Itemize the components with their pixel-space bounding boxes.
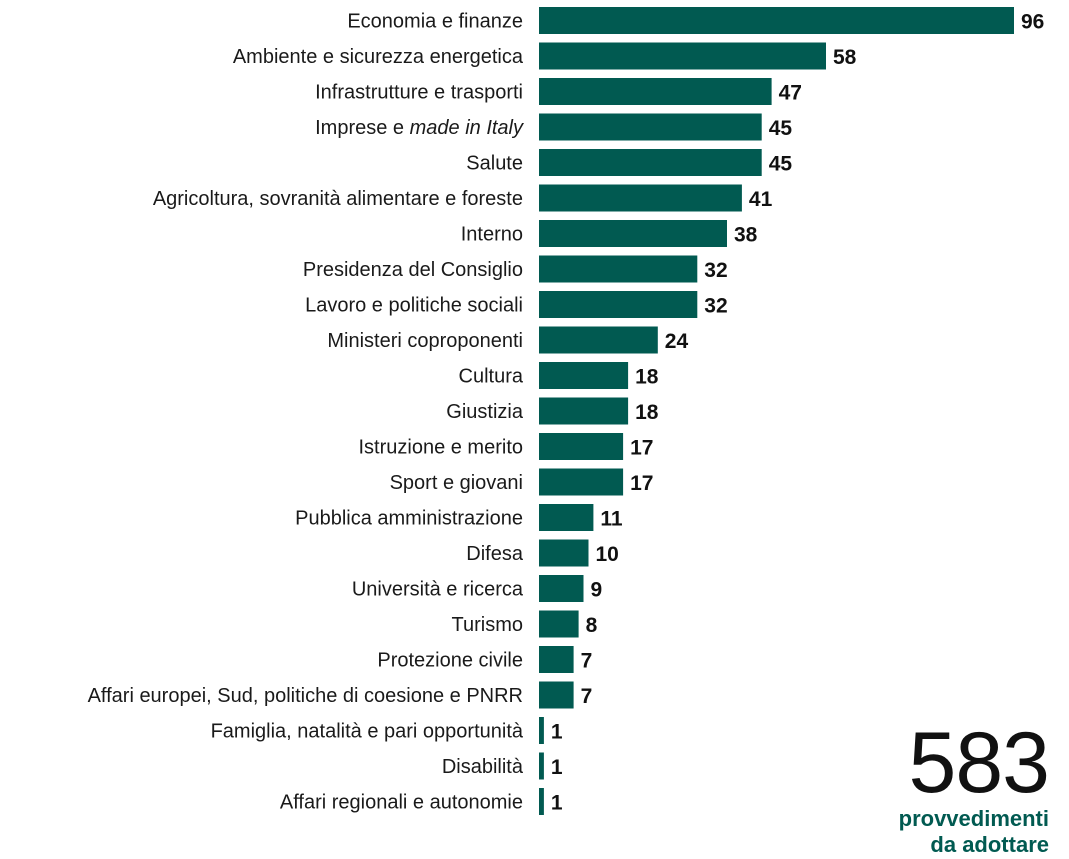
total-caption-line-2: da adottare: [930, 832, 1049, 857]
bar: [539, 42, 826, 70]
value-label: 17: [630, 437, 653, 460]
bar: [539, 78, 772, 105]
value-label: 7: [581, 685, 593, 708]
total-number: 583: [908, 715, 1051, 811]
bar: [539, 326, 658, 354]
category-label: Turismo: [452, 614, 523, 636]
category-label: Affari europei, Sud, politiche di coesio…: [88, 685, 523, 707]
bar: [539, 149, 762, 176]
value-label: 24: [665, 330, 689, 353]
category-label: Cultura: [459, 366, 524, 388]
category-label: Economia e finanze: [347, 11, 523, 33]
bar: [539, 575, 584, 602]
value-label: 9: [591, 579, 603, 602]
category-label: Salute: [466, 153, 523, 175]
value-label: 10: [596, 543, 619, 566]
category-label: Infrastrutture e trasporti: [315, 82, 523, 104]
category-label: Imprese e made in Italy: [315, 117, 524, 139]
bar: [539, 610, 579, 638]
value-label: 96: [1021, 11, 1044, 34]
value-label: 58: [833, 46, 857, 69]
category-label: Disabilità: [442, 756, 524, 778]
bar: [539, 184, 742, 212]
category-label: Ambiente e sicurezza energetica: [233, 46, 524, 68]
bar: [539, 397, 629, 425]
value-label: 17: [630, 472, 653, 495]
bar: [539, 362, 629, 389]
value-label: 1: [551, 721, 563, 744]
category-label: Famiglia, natalità e pari opportunità: [211, 721, 524, 743]
category-label: Interno: [461, 224, 523, 246]
category-label: Difesa: [466, 543, 524, 565]
category-label: Presidenza del Consiglio: [303, 259, 523, 281]
bar: [539, 433, 624, 460]
value-label: 18: [635, 401, 659, 424]
bar: [539, 752, 544, 780]
value-label: 38: [734, 224, 758, 247]
bar: [539, 681, 574, 709]
value-label: 8: [586, 614, 598, 637]
bar: [539, 646, 574, 673]
value-label: 45: [769, 153, 793, 176]
bar: [539, 7, 1014, 34]
value-label: 1: [551, 756, 563, 779]
value-label: 7: [581, 650, 593, 673]
total-caption-line-1: provvedimenti: [898, 806, 1049, 831]
category-label: Istruzione e merito: [358, 437, 523, 459]
total-summary: 583 provvedimenti da adottare: [789, 715, 1051, 858]
value-label: 47: [779, 82, 802, 105]
category-label: Ministeri coproponenti: [327, 330, 523, 352]
value-label: 32: [704, 259, 727, 282]
category-label: Università e ricerca: [352, 579, 524, 601]
value-label: 1: [551, 792, 563, 815]
bar: [539, 788, 544, 815]
category-label: Sport e giovani: [390, 472, 523, 494]
bar: [539, 113, 762, 141]
bar: [539, 504, 594, 531]
value-label: 32: [704, 295, 727, 318]
bar: [539, 220, 727, 247]
bar: [539, 255, 698, 283]
bar: [539, 717, 544, 744]
category-label: Affari regionali e autonomie: [280, 792, 523, 814]
category-label: Giustizia: [446, 401, 524, 423]
value-label: 41: [749, 188, 773, 211]
category-label: Lavoro e politiche sociali: [305, 295, 523, 317]
value-label: 45: [769, 117, 793, 140]
bar: [539, 291, 698, 318]
bar: [539, 539, 589, 567]
value-label: 18: [635, 366, 659, 389]
category-label: Agricoltura, sovranità alimentare e fore…: [153, 188, 523, 210]
category-label: Pubblica amministrazione: [295, 508, 523, 530]
bar: [539, 468, 624, 496]
category-label: Protezione civile: [377, 650, 523, 672]
value-label: 11: [600, 508, 623, 531]
